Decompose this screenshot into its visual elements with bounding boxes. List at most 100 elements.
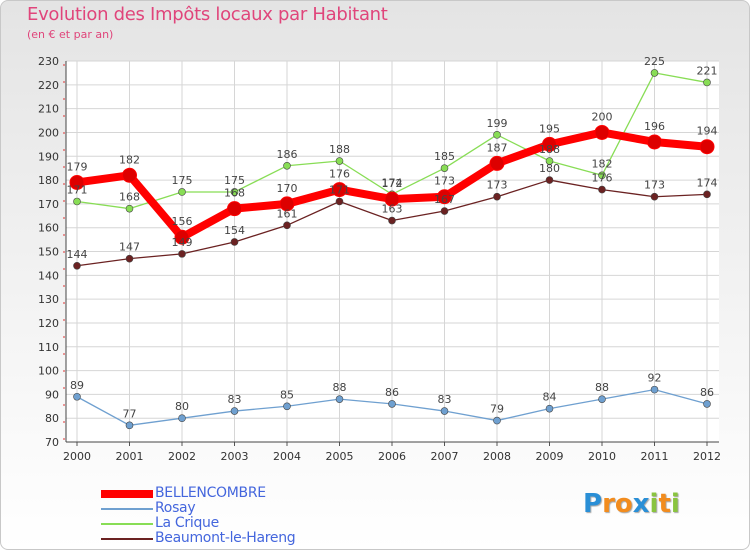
data-point-0: [174, 229, 190, 245]
data-point-3: [125, 254, 134, 263]
data-point-1: [703, 400, 711, 408]
data-label: 161: [277, 207, 298, 220]
legend-label: Rosay: [155, 500, 196, 516]
data-point-2: [125, 204, 134, 213]
data-label: 170: [277, 182, 298, 195]
data-point-0: [122, 167, 137, 183]
legend-label: BELLENCOMBRE: [155, 485, 266, 501]
data-point-0: [699, 139, 715, 155]
y-tick-label: 210: [38, 103, 59, 116]
data-point-2: [73, 197, 81, 206]
data-point-0: [542, 136, 557, 152]
data-point-2: [545, 157, 554, 165]
data-point-1: [178, 414, 186, 422]
logo-letter: o: [614, 489, 633, 519]
data-label: 175: [224, 174, 245, 187]
legend-swatch: [101, 508, 153, 510]
data-label: 186: [277, 148, 298, 161]
data-label: 196: [644, 120, 665, 133]
data-label: 167: [434, 193, 455, 206]
logo-letter: t: [658, 489, 671, 519]
data-point-3: [598, 185, 606, 194]
data-label: 171: [67, 183, 88, 196]
data-label: 89: [70, 379, 84, 392]
legend-item: La Crique: [101, 515, 361, 531]
y-tick-label: 170: [38, 198, 59, 211]
y-tick-label: 160: [38, 222, 59, 235]
data-point-0: [647, 134, 662, 150]
data-point-3: [178, 250, 186, 258]
data-point-2: [493, 131, 501, 139]
legend-swatch: [101, 538, 153, 540]
data-label: 171: [329, 183, 350, 196]
legend: BELLENCOMBRE Rosay La Crique Beaumont-le-Ha…: [101, 485, 361, 546]
data-label: 176: [329, 168, 350, 181]
proxiti-logo: Proxiti: [583, 489, 680, 519]
data-label: 85: [280, 388, 294, 401]
data-label: 83: [438, 393, 452, 406]
data-label: 80: [175, 400, 189, 413]
x-tick-label: 2009: [536, 450, 564, 463]
data-point-1: [493, 416, 501, 425]
data-label: 147: [119, 241, 140, 254]
data-point-1: [440, 407, 449, 415]
data-point-1: [73, 392, 81, 401]
data-label: 173: [644, 179, 665, 192]
data-point-3: [283, 221, 291, 230]
x-tick-label: 2012: [693, 450, 721, 463]
legend-swatch: [101, 490, 153, 498]
data-label: 221: [697, 64, 718, 77]
data-label: 188: [539, 143, 560, 156]
data-point-3: [73, 261, 81, 270]
data-label: 149: [172, 236, 193, 249]
y-tick-label: 190: [38, 150, 59, 163]
chart-title: Evolution des Impôts locaux par Habitant: [27, 4, 388, 25]
data-label: 84: [543, 391, 557, 404]
data-label: 86: [385, 386, 399, 399]
data-point-3: [545, 176, 554, 184]
data-point-3: [388, 216, 396, 225]
y-tick-label: 200: [38, 126, 59, 139]
y-tick-label: 220: [38, 79, 59, 92]
data-point-1: [388, 400, 396, 408]
x-tick-label: 2005: [326, 450, 354, 463]
data-point-1: [335, 395, 344, 403]
data-point-1: [230, 407, 239, 415]
data-label: 88: [595, 381, 609, 394]
x-tick-label: 2000: [63, 450, 91, 463]
data-label: 173: [434, 175, 455, 188]
data-point-2: [335, 157, 344, 165]
data-point-2: [230, 188, 239, 196]
data-point-2: [650, 69, 659, 77]
x-tick-label: 2011: [641, 450, 669, 463]
data-label: 187: [487, 141, 508, 154]
data-label: 172: [382, 177, 403, 190]
data-point-2: [703, 78, 711, 87]
data-point-0: [227, 201, 242, 217]
data-label: 144: [67, 248, 88, 261]
y-tick-label: 110: [38, 341, 59, 354]
data-label: 182: [119, 153, 140, 166]
logo-letter: i: [649, 489, 659, 519]
data-point-3: [703, 190, 711, 199]
data-label: 88: [333, 381, 347, 394]
y-tick-label: 100: [38, 365, 59, 378]
logo-letter: r: [602, 489, 615, 519]
data-label: 195: [539, 122, 560, 135]
data-point-1: [598, 395, 606, 403]
legend-item: BELLENCOMBRE: [101, 485, 361, 501]
data-label: 188: [329, 143, 350, 156]
data-point-3: [650, 192, 659, 201]
logo-letter: x: [632, 489, 650, 519]
data-label: 154: [224, 224, 245, 237]
data-label: 225: [644, 55, 665, 68]
y-tick-label: 130: [38, 293, 59, 306]
data-point-3: [230, 238, 239, 246]
x-tick-label: 2004: [273, 450, 301, 463]
data-point-1: [545, 404, 554, 413]
data-label: 175: [172, 174, 193, 187]
axes: 7080901001101201301401501601701801902002…: [38, 55, 721, 463]
logo-letter: P: [583, 489, 603, 519]
x-tick-label: 2007: [431, 450, 459, 463]
